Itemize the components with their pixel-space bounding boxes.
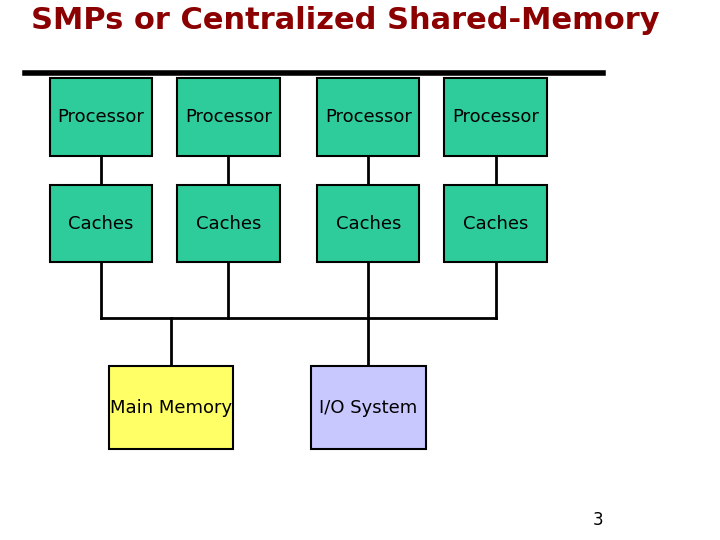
Text: Caches: Caches — [68, 215, 134, 233]
Text: Processor: Processor — [58, 108, 145, 126]
Text: Caches: Caches — [196, 215, 261, 233]
FancyBboxPatch shape — [311, 367, 426, 449]
FancyBboxPatch shape — [444, 78, 547, 156]
FancyBboxPatch shape — [177, 78, 279, 156]
Text: Caches: Caches — [463, 215, 528, 233]
Text: Main Memory: Main Memory — [110, 399, 232, 417]
FancyBboxPatch shape — [317, 185, 420, 262]
Text: Processor: Processor — [325, 108, 412, 126]
FancyBboxPatch shape — [317, 78, 420, 156]
FancyBboxPatch shape — [109, 367, 233, 449]
Text: Processor: Processor — [452, 108, 539, 126]
FancyBboxPatch shape — [177, 185, 279, 262]
Text: I/O System: I/O System — [319, 399, 418, 417]
FancyBboxPatch shape — [444, 185, 547, 262]
Text: Caches: Caches — [336, 215, 401, 233]
FancyBboxPatch shape — [50, 185, 152, 262]
Text: SMPs or Centralized Shared-Memory: SMPs or Centralized Shared-Memory — [31, 6, 660, 36]
Text: 3: 3 — [593, 511, 603, 529]
Text: Processor: Processor — [185, 108, 272, 126]
FancyBboxPatch shape — [50, 78, 152, 156]
